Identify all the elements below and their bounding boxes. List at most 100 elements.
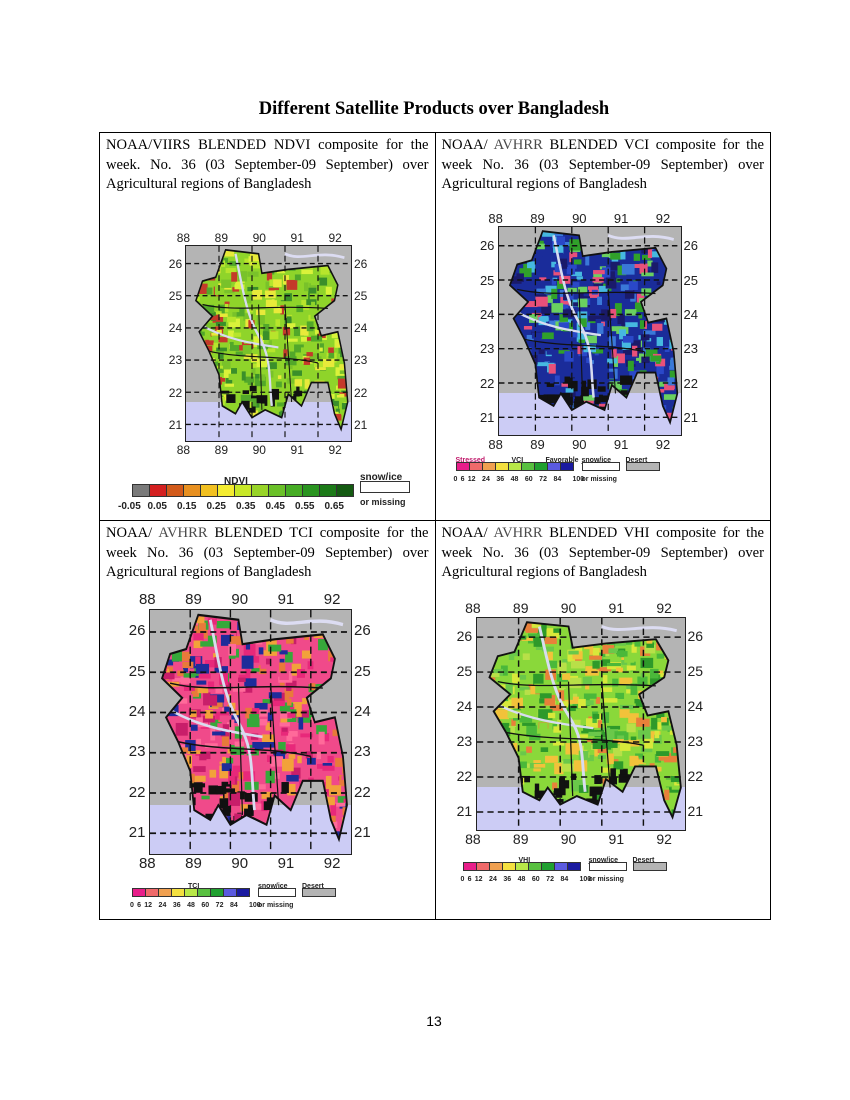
vci-lat-left-23: 23: [479, 341, 495, 357]
tci-legend-snow-box: [258, 887, 296, 897]
vhi-caption: NOAA/ AVHRR BLENDED VHI composite for th…: [442, 524, 765, 583]
tci-legend-tick: 100: [249, 901, 261, 909]
vci-legend-swatch: [559, 461, 574, 471]
vhi-lon-bottom-91: 91: [608, 830, 625, 847]
tci-caption: NOAA/ AVHRR BLENDED TCI composite for th…: [106, 524, 429, 583]
ndvi-legend-title: NDVI: [224, 475, 248, 487]
ndvi-legend-tick: 0.65: [324, 500, 344, 512]
vhi-lon-top-90: 90: [560, 599, 577, 616]
tci-lon-top-91: 91: [277, 590, 295, 608]
vhi-lat-left-23: 23: [456, 733, 473, 750]
vci-lon-top-91: 91: [613, 210, 629, 226]
tci-lat-left-26: 26: [128, 622, 146, 640]
page-number: 13: [426, 1013, 442, 1029]
tci-lat-left-21: 21: [128, 823, 146, 841]
document-title: Different Satellite Products over Bangla…: [258, 99, 610, 119]
ndvi-legend: NDVI -0.05 0.05 0.15 0.25 0.35 0.45 0.55 0.65 sno…: [118, 472, 410, 512]
vci-figure: 88 88 89 89 90 90 91 91 92 92 26 26 25 25 24 24 23 23 22 22…: [442, 195, 765, 489]
ndvi-legend-tick: 0.05: [147, 500, 167, 512]
vhi-map: [475, 616, 686, 831]
vhi-legend-missing: or missing: [588, 875, 624, 883]
tci-lon-bottom-91: 91: [277, 854, 295, 872]
ndvi-legend-tick: 0.55: [295, 500, 315, 512]
ndvi-lon-top-92: 92: [328, 230, 342, 245]
ndvi-caption: NOAA/VIIRS BLENDED NDVI composite for th…: [106, 136, 429, 195]
ndvi-lat-left-22: 22: [168, 385, 183, 400]
tci-legend-tick: 12: [144, 901, 153, 909]
vci-lat-right-26: 26: [683, 238, 698, 254]
ndvi-lon-bottom-88: 88: [176, 442, 191, 457]
ndvi-legend-tick: 0.45: [265, 500, 285, 512]
vci-legend-missing: or missing: [581, 475, 617, 483]
ndvi-map-svg: [186, 245, 351, 441]
tci-legend-desert-box: [302, 887, 336, 897]
ndvi-lon-bottom-91: 91: [290, 442, 304, 457]
vhi-legend-swatch: [566, 861, 581, 871]
vci-lon-top-90: 90: [572, 210, 587, 226]
vhi-legend-tick: 60: [531, 875, 540, 883]
ndvi-map-frame: [185, 244, 352, 442]
ndvi-legend-snow: snow/ice: [360, 471, 403, 483]
vci-legend-tick: 100: [572, 475, 585, 483]
tci-legend-missing: or missing: [258, 901, 294, 909]
panel-ndvi: NOAA/VIIRS BLENDED NDVI composite for th…: [99, 132, 436, 521]
vci-legend-tick: 72: [539, 475, 547, 483]
vci-legend-snow-box: [581, 461, 620, 471]
ndvi-lat-right-21: 21: [354, 417, 368, 432]
ndvi-legend-swatch: [149, 483, 167, 497]
tci-lat-right-25: 25: [354, 662, 371, 680]
vci-map-svg: [498, 226, 681, 435]
vci-lat-right-24: 24: [683, 307, 698, 323]
vhi-lon-top-89: 89: [512, 599, 529, 616]
vci-legend-tick: 84: [553, 475, 562, 483]
tci-legend-snow: snow/ice: [258, 882, 288, 890]
vci-lon-top-92: 92: [655, 210, 671, 226]
tci-map-svg: [150, 609, 351, 854]
vhi-lat-left-21: 21: [456, 803, 473, 820]
panel-tci: NOAA/ AVHRR BLENDED TCI composite for th…: [99, 520, 436, 920]
ndvi-legend-swatch: [285, 483, 303, 497]
vhi-lat-right-21: 21: [687, 803, 704, 820]
tci-lon-bottom-90: 90: [231, 854, 249, 872]
ndvi-lat-left-24: 24: [168, 321, 183, 336]
vci-lon-bottom-91: 91: [613, 436, 629, 452]
tci-legend-tick: 0: [130, 901, 134, 909]
tci-figure: 88 88 89 89 90 90 91 91 92 92 26 26 25 25 24 24 23 23 22 22…: [106, 583, 429, 915]
vci-legend-desert: Desert: [625, 456, 648, 464]
vhi-map-frame: [475, 616, 686, 831]
vci-lat-right-21: 21: [683, 410, 698, 426]
ndvi-legend-swatch: [336, 483, 354, 497]
vhi-lat-left-22: 22: [456, 768, 473, 785]
ndvi-caption-text: NOAA/VIIRS BLENDED NDVI composite for th…: [106, 137, 429, 192]
vci-lon-top-88: 88: [488, 210, 503, 226]
vhi-legend-snow: snow/ice: [588, 856, 619, 864]
vci-legend-desert-box: [625, 461, 660, 471]
vci-map-frame: [497, 225, 682, 436]
ndvi-legend-swatch: [183, 483, 201, 497]
vhi-lat-right-25: 25: [687, 663, 704, 680]
tci-legend-tick: 36: [172, 901, 181, 909]
ndvi-legend-tick: 0.15: [177, 500, 197, 512]
ndvi-lon-top-88: 88: [176, 230, 191, 245]
vhi-map-svg: [476, 617, 685, 830]
ndvi-legend-snow-box: [360, 480, 410, 493]
tci-lat-left-25: 25: [128, 662, 146, 680]
ndvi-lon-bottom-92: 92: [328, 442, 342, 457]
vhi-lat-right-24: 24: [687, 698, 704, 715]
vhi-lon-bottom-90: 90: [560, 830, 577, 847]
vci-legend: Stressed VCI Favorable 0 6 12 24 36 48 60 72 84 100 s…: [452, 453, 702, 487]
vci-lon-bottom-89: 89: [530, 436, 545, 452]
ndvi-lat-right-25: 25: [354, 289, 368, 304]
tci-lat-left-22: 22: [128, 783, 146, 801]
tci-lon-top-90: 90: [231, 590, 249, 608]
vhi-legend-tick: 6: [467, 875, 472, 883]
vci-legend-tick: 60: [524, 475, 533, 483]
vci-lon-bottom-92: 92: [655, 436, 671, 452]
vhi-lat-right-22: 22: [687, 768, 704, 785]
ndvi-lon-bottom-89: 89: [214, 442, 229, 457]
ndvi-lat-right-22: 22: [354, 385, 368, 400]
tci-lon-top-92: 92: [323, 590, 341, 608]
vhi-lat-right-23: 23: [687, 733, 704, 750]
ndvi-lat-right-26: 26: [354, 256, 368, 271]
tci-caption-avhrr: AVHRR: [158, 525, 208, 541]
